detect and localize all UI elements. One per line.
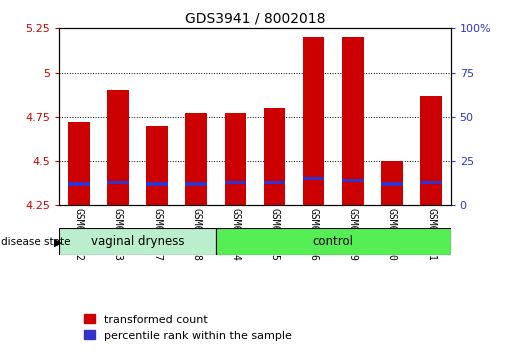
Bar <box>420 181 442 184</box>
Bar <box>146 183 168 185</box>
Bar <box>216 228 451 255</box>
Bar <box>264 181 285 184</box>
Bar <box>225 181 246 184</box>
Bar <box>342 37 364 205</box>
Bar <box>264 108 285 205</box>
Bar <box>68 122 90 205</box>
Bar <box>303 177 324 180</box>
Text: vaginal dryness: vaginal dryness <box>91 235 184 248</box>
Bar <box>420 96 442 205</box>
Bar <box>185 113 207 205</box>
Text: ▶: ▶ <box>54 238 62 247</box>
Bar <box>303 37 324 205</box>
Text: control: control <box>313 235 354 248</box>
Bar <box>225 113 246 205</box>
Bar <box>107 181 129 184</box>
Title: GDS3941 / 8002018: GDS3941 / 8002018 <box>185 12 325 26</box>
Bar <box>146 126 168 205</box>
Bar <box>185 183 207 185</box>
Bar <box>381 183 403 185</box>
Bar <box>381 161 403 205</box>
Bar <box>107 90 129 205</box>
Bar <box>68 183 90 185</box>
Legend: transformed count, percentile rank within the sample: transformed count, percentile rank withi… <box>84 314 292 341</box>
Bar <box>59 228 216 255</box>
Text: disease state: disease state <box>1 238 71 247</box>
Bar <box>342 179 364 182</box>
